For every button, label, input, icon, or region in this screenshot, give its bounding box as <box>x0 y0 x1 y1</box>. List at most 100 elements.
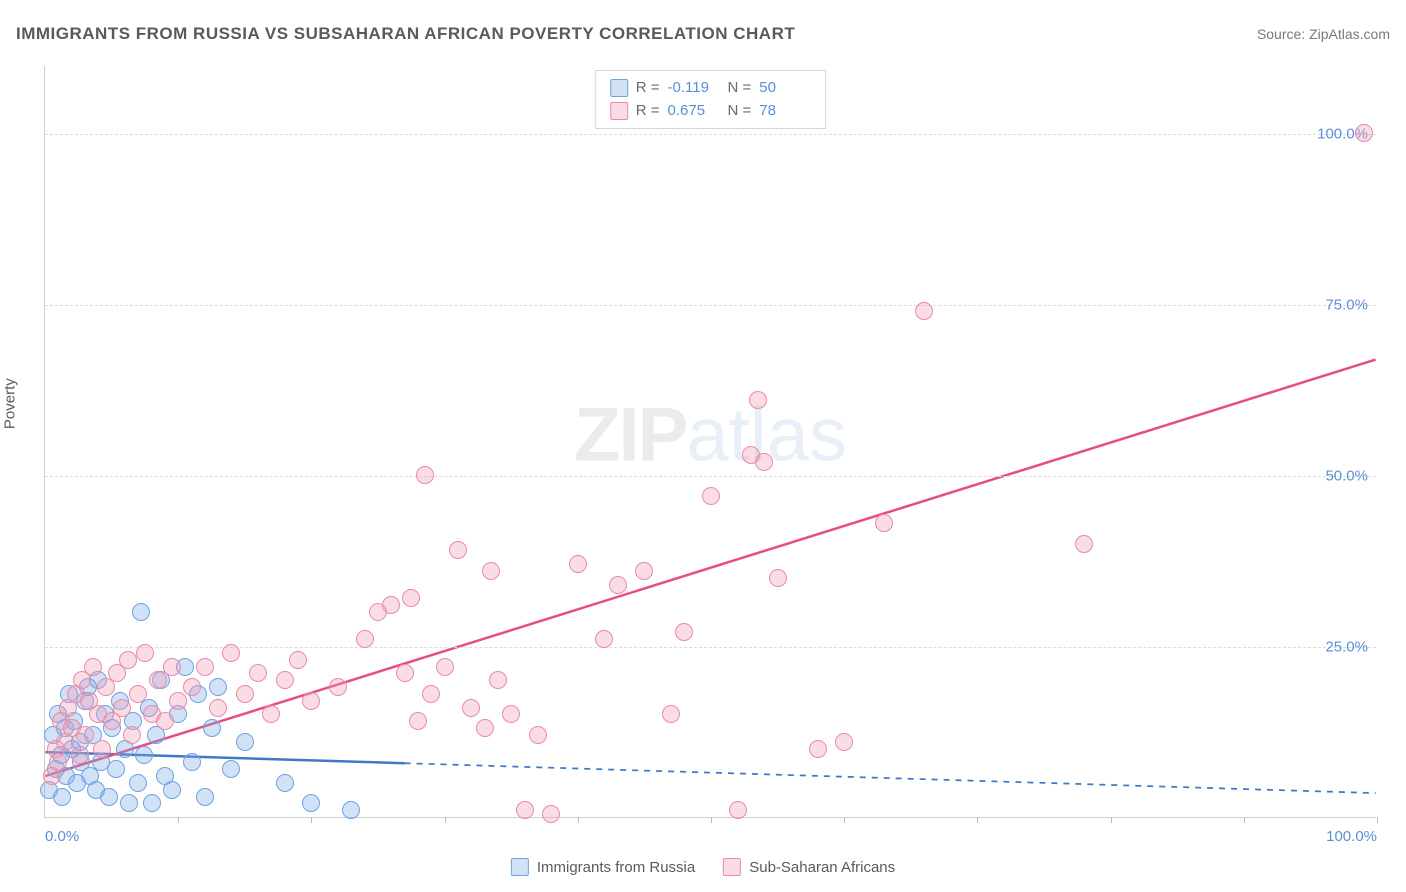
legend-row-series-0: R = -0.119 N = 50 <box>610 77 812 100</box>
data-point <box>76 726 94 744</box>
data-point <box>183 678 201 696</box>
y-axis-label: Poverty <box>2 378 19 429</box>
data-point <box>1075 535 1093 553</box>
swatch-series-1 <box>610 102 628 120</box>
data-point <box>835 733 853 751</box>
data-point <box>107 760 125 778</box>
xtick <box>711 817 712 823</box>
data-point <box>163 781 181 799</box>
data-point <box>609 576 627 594</box>
xtick <box>977 817 978 823</box>
data-point <box>143 794 161 812</box>
gridline <box>45 134 1376 135</box>
xtick-label: 100.0% <box>1326 828 1377 845</box>
watermark: ZIPatlas <box>574 391 847 478</box>
trendline-solid <box>45 360 1375 776</box>
gridline <box>45 647 1376 648</box>
data-point <box>136 644 154 662</box>
data-point <box>236 733 254 751</box>
legend-item-series-0: Immigrants from Russia <box>511 858 695 876</box>
data-point <box>156 712 174 730</box>
data-point <box>276 774 294 792</box>
xtick <box>178 817 179 823</box>
data-point <box>875 514 893 532</box>
data-point <box>409 712 427 730</box>
data-point <box>1355 124 1373 142</box>
data-point <box>569 555 587 573</box>
xtick <box>445 817 446 823</box>
gridline <box>45 476 1376 477</box>
xtick <box>578 817 579 823</box>
xtick <box>844 817 845 823</box>
xtick <box>1377 817 1378 823</box>
data-point <box>149 671 167 689</box>
data-point <box>129 685 147 703</box>
data-point <box>93 740 111 758</box>
data-point <box>183 753 201 771</box>
legend-item-series-1: Sub-Saharan Africans <box>723 858 895 876</box>
ytick-label: 50.0% <box>1325 468 1368 485</box>
series-legend: Immigrants from Russia Sub-Saharan Afric… <box>511 858 895 876</box>
data-point <box>662 705 680 723</box>
data-point <box>84 658 102 676</box>
ytick-label: 25.0% <box>1325 639 1368 656</box>
data-point <box>236 685 254 703</box>
gridline <box>45 305 1376 306</box>
data-point <box>729 801 747 819</box>
data-point <box>100 788 118 806</box>
data-point <box>169 692 187 710</box>
data-point <box>482 562 500 580</box>
data-point <box>356 630 374 648</box>
data-point <box>342 801 360 819</box>
data-point <box>262 705 280 723</box>
data-point <box>196 788 214 806</box>
data-point <box>749 391 767 409</box>
source-label: Source: ZipAtlas.com <box>1257 26 1390 42</box>
data-point <box>755 453 773 471</box>
data-point <box>203 719 221 737</box>
data-point <box>516 801 534 819</box>
data-point <box>129 774 147 792</box>
data-point <box>449 541 467 559</box>
data-point <box>462 699 480 717</box>
xtick <box>1111 817 1112 823</box>
data-point <box>222 644 240 662</box>
data-point <box>249 664 267 682</box>
data-point <box>222 760 240 778</box>
data-point <box>302 794 320 812</box>
data-point <box>120 794 138 812</box>
data-point <box>49 753 67 771</box>
ytick-label: 75.0% <box>1325 297 1368 314</box>
data-point <box>132 603 150 621</box>
data-point <box>769 569 787 587</box>
data-point <box>119 651 137 669</box>
data-point <box>302 692 320 710</box>
data-point <box>329 678 347 696</box>
data-point <box>702 487 720 505</box>
data-point <box>436 658 454 676</box>
data-point <box>276 671 294 689</box>
scatter-plot: ZIPatlas R = -0.119 N = 50 R = 0.675 N =… <box>44 66 1376 818</box>
data-point <box>289 651 307 669</box>
swatch-series-0 <box>511 858 529 876</box>
data-point <box>396 664 414 682</box>
data-point <box>135 746 153 764</box>
data-point <box>209 699 227 717</box>
correlation-legend: R = -0.119 N = 50 R = 0.675 N = 78 <box>595 70 827 129</box>
data-point <box>163 658 181 676</box>
xtick-label: 0.0% <box>45 828 79 845</box>
data-point <box>402 589 420 607</box>
data-point <box>529 726 547 744</box>
data-point <box>416 466 434 484</box>
data-point <box>675 623 693 641</box>
data-point <box>123 726 141 744</box>
data-point <box>209 678 227 696</box>
data-point <box>113 699 131 717</box>
trendline-dashed <box>405 763 1376 793</box>
data-point <box>595 630 613 648</box>
trendlines-layer <box>45 66 1376 817</box>
data-point <box>382 596 400 614</box>
xtick <box>311 817 312 823</box>
data-point <box>53 788 71 806</box>
data-point <box>635 562 653 580</box>
